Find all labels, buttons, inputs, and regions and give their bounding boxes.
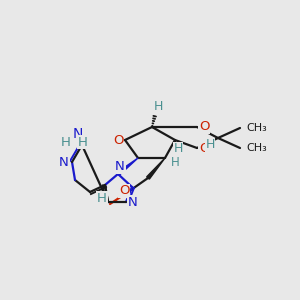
Text: N: N [115,160,125,173]
Text: O: O [119,184,129,197]
Text: H: H [97,191,107,205]
Text: H: H [153,100,163,113]
Text: CH₃: CH₃ [246,123,267,133]
Text: H: H [78,136,88,148]
Text: CH₃: CH₃ [246,143,267,153]
Text: N: N [59,155,69,169]
Text: O: O [113,134,123,146]
Text: H: H [171,157,179,169]
Text: H: H [61,136,71,148]
Text: O: O [199,142,209,154]
Text: H: H [205,139,215,152]
Text: O: O [199,121,209,134]
Text: N: N [73,127,83,141]
Text: H: H [173,142,183,155]
Polygon shape [147,158,165,179]
Text: N: N [128,196,138,208]
Polygon shape [117,158,138,175]
